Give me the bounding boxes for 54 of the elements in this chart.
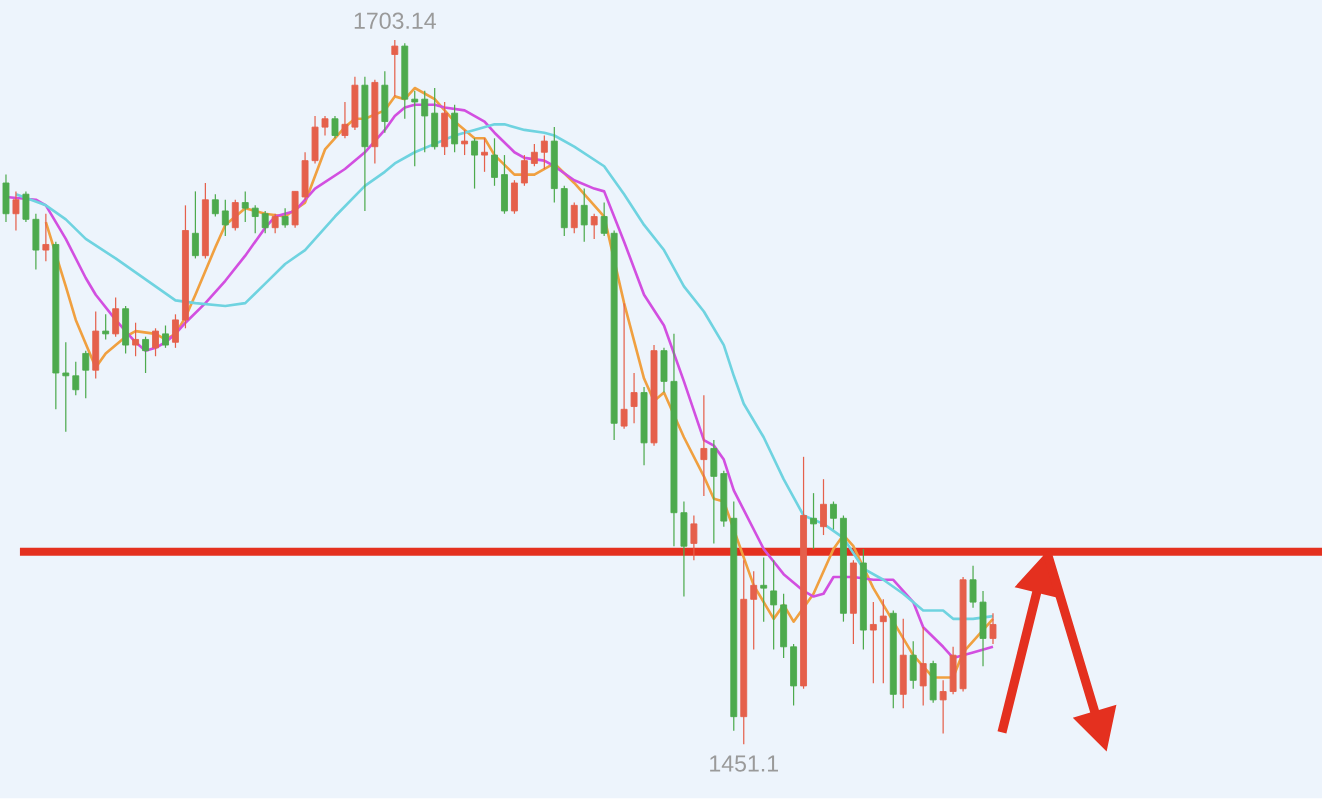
candlestick [82,350,90,399]
candlestick [142,336,149,374]
candlestick [939,679,947,735]
candlestick [580,188,588,243]
candlestick [481,137,488,173]
candlestick [391,39,399,98]
candlestick [271,213,279,235]
candlestick [700,394,708,497]
candlestick [540,135,548,170]
candlestick [810,492,817,550]
candlestick [919,626,927,707]
candlestick [879,598,887,684]
candlestick [162,325,169,349]
candlestick [72,361,80,397]
candlestick [321,115,329,137]
candlestick [570,202,578,235]
candlestick [471,137,478,190]
candlestick [520,154,528,187]
candlestick [281,207,289,229]
candlestick [620,302,628,430]
candlestick [830,501,837,531]
candlestick [750,570,758,651]
candlestick [102,313,110,341]
candlestick [251,204,259,235]
candlestick [491,137,498,187]
candlestick [600,202,608,237]
annotation: 1703.14 [354,12,436,30]
candlestick [12,190,20,232]
candlestick [331,115,339,140]
candlestick [211,193,219,218]
candlestick [770,559,778,651]
candlestick [62,341,70,433]
candlestick [341,101,349,140]
candlestick [989,612,997,645]
candlestick [191,190,199,260]
candlestick [530,143,538,168]
candlestick [760,557,768,623]
candlestick [261,210,269,235]
candlestick [630,372,638,425]
candlestick [869,601,877,684]
candlestick [221,199,229,237]
candlestick [820,478,827,536]
candlestick [172,313,179,349]
candlestick [42,213,50,263]
candlestick [461,129,469,156]
candlestick [590,213,598,240]
candlestick [690,515,698,562]
candlestick [411,90,419,168]
candlestick [241,190,249,223]
candlestick [152,327,159,358]
candlestick [421,90,429,154]
candlestick [969,565,977,609]
candlestick [132,322,140,358]
annotation: 1451.1 [710,755,778,772]
